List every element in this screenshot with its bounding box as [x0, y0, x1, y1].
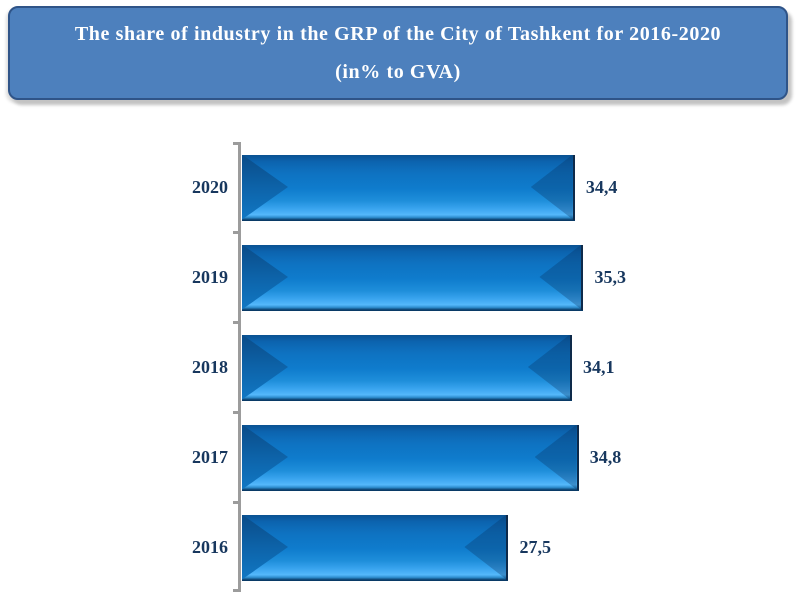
bar-2020: [242, 154, 575, 220]
bar-2017: [242, 424, 579, 490]
axis-tick: [233, 231, 238, 234]
axis-tick: [233, 501, 238, 504]
chart-row-2017: 2017 34,8: [0, 412, 800, 502]
category-label-2019: 2019: [192, 266, 228, 287]
value-label-2016: 27,5: [519, 536, 551, 557]
axis-tick: [233, 589, 238, 592]
bar-2018: [242, 334, 572, 400]
chart-row-2018: 2018 34,1: [0, 322, 800, 412]
chart-row-2019: 2019 35,3: [0, 232, 800, 322]
chart-title-box: The share of industry in the GRP of the …: [8, 6, 788, 100]
axis-tick: [233, 142, 238, 145]
category-label-2016: 2016: [192, 536, 228, 557]
chart-title-line1: The share of industry in the GRP of the …: [74, 22, 722, 45]
category-label-2020: 2020: [192, 176, 228, 197]
plot-area: 34,1: [242, 334, 614, 400]
bar-2019: [242, 244, 584, 310]
y-axis-line: [233, 142, 241, 592]
chart-row-2016: 2016 27,5: [0, 502, 800, 592]
bar-chart: 2020 34,4 2019 35,3 2018 34,1 2017 34,8 …: [0, 142, 800, 592]
value-label-2017: 34,8: [589, 446, 622, 467]
plot-area: 34,4: [242, 154, 617, 220]
axis-tick: [233, 321, 238, 324]
category-label-2018: 2018: [192, 356, 228, 377]
plot-area: 35,3: [242, 244, 626, 310]
value-label-2020: 34,4: [585, 176, 618, 197]
chart-title-line2: (in% to GVA): [335, 60, 461, 83]
plot-area: 27,5: [242, 514, 594, 580]
category-label-2017: 2017: [192, 446, 228, 467]
value-label-2019: 35,3: [594, 266, 626, 287]
chart-row-2020: 2020 34,4: [0, 142, 800, 232]
bar-2016: [242, 514, 509, 580]
plot-area: 34,8: [242, 424, 621, 490]
axis-tick: [233, 411, 238, 414]
value-label-2018: 34,1: [582, 356, 615, 377]
